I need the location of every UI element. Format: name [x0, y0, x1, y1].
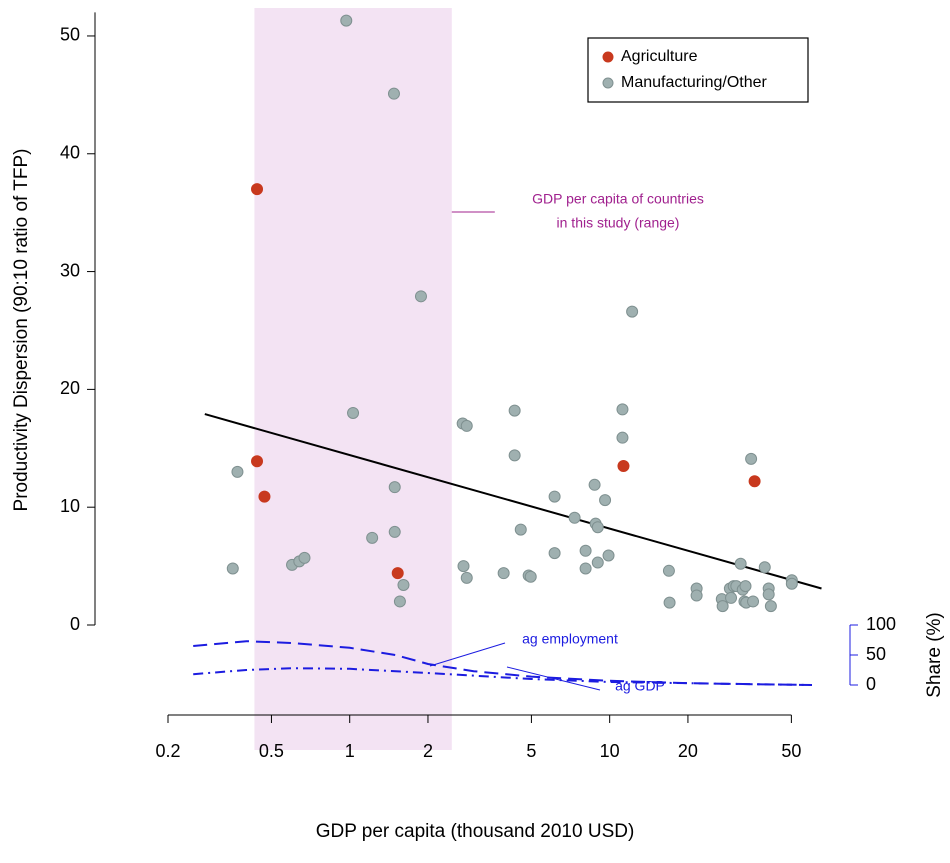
point	[617, 459, 630, 472]
point	[298, 551, 311, 564]
point	[514, 523, 527, 536]
point	[226, 562, 239, 575]
point	[548, 547, 561, 560]
x-axis-title: GDP per capita (thousand 2010 USD)	[316, 821, 635, 842]
legend-marker	[602, 51, 614, 63]
share-label: ag GDP	[615, 678, 665, 694]
point	[579, 562, 592, 575]
y-tick-label: 20	[60, 378, 80, 398]
point	[716, 600, 729, 613]
point	[548, 490, 561, 503]
point	[231, 465, 244, 478]
x-tick-label: 0.2	[155, 741, 180, 761]
annotation-leader	[506, 666, 601, 691]
point	[366, 531, 379, 544]
trend-line	[204, 413, 822, 590]
point	[602, 549, 615, 562]
legend-label: Manufacturing/Other	[621, 74, 768, 91]
point	[387, 87, 400, 100]
y-tick-label: 30	[60, 260, 80, 280]
point	[508, 404, 521, 417]
point	[388, 525, 401, 538]
point	[662, 564, 675, 577]
point	[258, 490, 271, 503]
x-tick-label: 1	[345, 741, 355, 761]
y2-tick-label: 0	[866, 674, 876, 694]
point	[460, 571, 473, 584]
y-axis-title: Productivity Dispersion (90:10 ratio of …	[11, 149, 32, 512]
x-tick-label: 5	[526, 741, 536, 761]
point	[579, 544, 592, 557]
legend-marker	[602, 77, 614, 89]
y2-axis-title: Share (%)	[924, 612, 945, 698]
y-tick-label: 0	[70, 614, 80, 634]
point	[762, 588, 775, 601]
legend-box	[587, 37, 809, 103]
point	[739, 580, 752, 593]
point	[460, 419, 473, 432]
point	[591, 556, 604, 569]
point	[414, 290, 427, 303]
point	[568, 511, 581, 524]
point	[524, 570, 537, 583]
y2-tick-label: 50	[866, 644, 886, 664]
point	[758, 561, 771, 574]
point	[748, 475, 761, 488]
point	[391, 567, 404, 580]
point	[725, 591, 738, 604]
point	[745, 452, 758, 465]
share-label: ag employment	[522, 631, 618, 647]
point	[591, 521, 604, 534]
point	[393, 595, 406, 608]
y2-tick-label: 100	[866, 614, 896, 634]
x-tick-label: 50	[781, 741, 801, 761]
point	[588, 478, 601, 491]
x-tick-label: 10	[600, 741, 620, 761]
point	[690, 589, 703, 602]
point	[616, 403, 629, 416]
point	[497, 567, 510, 580]
point	[599, 494, 612, 507]
point	[340, 14, 353, 27]
legend-label: Agriculture	[621, 48, 698, 65]
point	[747, 595, 760, 608]
highlight-label: GDP per capita of countries	[532, 191, 704, 207]
x-tick-label: 2	[423, 741, 433, 761]
point	[388, 481, 401, 494]
x-tick-label: 0.5	[259, 741, 284, 761]
highlight-band	[254, 8, 452, 750]
point	[457, 560, 470, 573]
point	[397, 578, 410, 591]
point	[616, 431, 629, 444]
y-tick-label: 10	[60, 496, 80, 516]
point	[251, 183, 264, 196]
point	[251, 455, 264, 468]
point	[626, 305, 639, 318]
point	[347, 406, 360, 419]
point	[734, 557, 747, 570]
point	[785, 577, 798, 590]
x-tick-label: 20	[678, 741, 698, 761]
point	[663, 596, 676, 609]
y-tick-label: 50	[60, 25, 80, 45]
annotation-leader	[429, 642, 506, 667]
highlight-label: in this study (range)	[557, 215, 680, 231]
point	[508, 449, 521, 462]
point	[764, 600, 777, 613]
y-tick-label: 40	[60, 143, 80, 163]
share-line	[193, 667, 813, 686]
